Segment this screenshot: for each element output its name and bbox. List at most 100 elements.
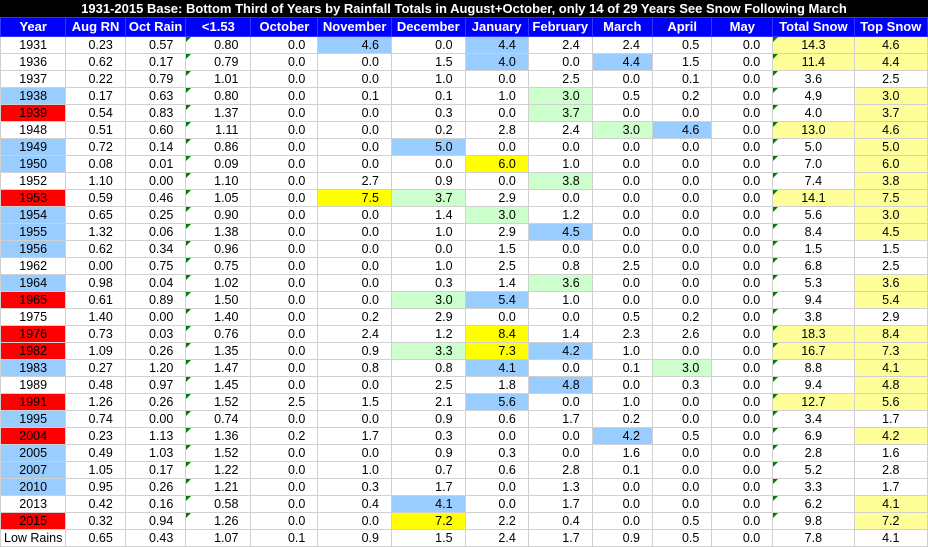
data-cell[interactable]: 0.62 <box>65 240 126 258</box>
data-cell[interactable]: 2.6 <box>651 325 713 343</box>
data-cell[interactable]: 3.4 <box>772 410 855 428</box>
data-cell[interactable]: 1.0 <box>390 257 466 275</box>
data-cell[interactable]: 1.10 <box>185 172 252 190</box>
data-cell[interactable]: 1.26 <box>65 393 126 411</box>
year-cell[interactable]: 1962 <box>0 257 67 275</box>
data-cell[interactable]: 0.16 <box>124 495 187 513</box>
data-cell[interactable]: 4.6 <box>317 36 392 54</box>
data-cell[interactable]: 6.2 <box>772 495 855 513</box>
data-cell[interactable]: 0.0 <box>250 325 319 343</box>
data-cell[interactable]: 1.7 <box>853 478 928 496</box>
data-cell[interactable]: 0.5 <box>651 512 713 530</box>
data-cell[interactable]: 0.9 <box>317 342 392 360</box>
data-cell[interactable]: 0.0 <box>250 359 319 377</box>
column-header[interactable]: October <box>250 17 319 37</box>
data-cell[interactable]: 0.0 <box>711 138 774 156</box>
data-cell[interactable]: 0.98 <box>65 274 126 292</box>
data-cell[interactable]: 4.1 <box>853 359 928 377</box>
data-cell[interactable]: 0.17 <box>124 461 187 479</box>
year-cell[interactable]: 1975 <box>0 308 67 326</box>
data-cell[interactable]: 0.1 <box>317 87 392 105</box>
data-cell[interactable]: 0.86 <box>185 138 252 156</box>
data-cell[interactable]: 0.0 <box>591 291 653 309</box>
data-cell[interactable]: 0.83 <box>124 104 187 122</box>
data-cell[interactable]: 2.4 <box>591 36 653 54</box>
data-cell[interactable]: 0.3 <box>651 376 713 394</box>
data-cell[interactable]: 7.4 <box>772 172 855 190</box>
data-cell[interactable]: 0.6 <box>464 410 529 428</box>
data-cell[interactable]: 3.0 <box>853 206 928 224</box>
data-cell[interactable]: 0.74 <box>65 410 126 428</box>
data-cell[interactable]: 0.0 <box>250 87 319 105</box>
data-cell[interactable]: 0.9 <box>390 410 466 428</box>
data-cell[interactable]: 0.74 <box>185 410 252 428</box>
data-cell[interactable]: 0.79 <box>124 70 187 88</box>
data-cell[interactable]: 1.4 <box>390 206 466 224</box>
data-cell[interactable]: 0.09 <box>185 155 252 173</box>
year-cell[interactable]: 1938 <box>0 87 67 105</box>
data-cell[interactable]: 13.0 <box>772 121 855 139</box>
data-cell[interactable]: 0.0 <box>464 495 529 513</box>
data-cell[interactable]: 0.0 <box>711 223 774 241</box>
data-cell[interactable]: 4.1 <box>390 495 466 513</box>
data-cell[interactable]: 1.0 <box>317 461 392 479</box>
data-cell[interactable]: 0.8 <box>317 359 392 377</box>
data-cell[interactable]: 2.8 <box>464 121 529 139</box>
data-cell[interactable]: 7.3 <box>853 342 928 360</box>
data-cell[interactable]: 4.2 <box>527 342 593 360</box>
year-cell[interactable]: 1989 <box>0 376 67 394</box>
data-cell[interactable]: 0.04 <box>124 274 187 292</box>
data-cell[interactable]: 0.54 <box>65 104 126 122</box>
data-cell[interactable]: 0.0 <box>711 87 774 105</box>
data-cell[interactable]: 0.63 <box>124 87 187 105</box>
data-cell[interactable]: 2.4 <box>527 121 593 139</box>
data-cell[interactable]: 1.2 <box>390 325 466 343</box>
year-cell[interactable]: 2005 <box>0 444 67 462</box>
data-cell[interactable]: 2.4 <box>527 36 593 54</box>
data-cell[interactable]: 0.57 <box>124 36 187 54</box>
data-cell[interactable]: 4.8 <box>527 376 593 394</box>
data-cell[interactable]: 1.11 <box>185 121 252 139</box>
data-cell[interactable]: 0.0 <box>527 427 593 445</box>
data-cell[interactable]: 0.90 <box>185 206 252 224</box>
data-cell[interactable]: 0.3 <box>390 427 466 445</box>
data-cell[interactable]: 3.0 <box>464 206 529 224</box>
data-cell[interactable]: 0.0 <box>651 444 713 462</box>
data-cell[interactable]: 0.0 <box>250 376 319 394</box>
data-cell[interactable]: 0.2 <box>591 410 653 428</box>
data-cell[interactable]: 0.0 <box>711 206 774 224</box>
data-cell[interactable]: 0.0 <box>651 257 713 275</box>
data-cell[interactable]: 0.0 <box>527 308 593 326</box>
data-cell[interactable]: 1.35 <box>185 342 252 360</box>
data-cell[interactable]: 1.5 <box>853 240 928 258</box>
data-cell[interactable]: 2.5 <box>591 257 653 275</box>
data-cell[interactable]: 1.0 <box>591 393 653 411</box>
data-cell[interactable]: 0.0 <box>317 257 392 275</box>
year-cell[interactable]: 1936 <box>0 53 67 71</box>
data-cell[interactable]: 0.0 <box>651 155 713 173</box>
data-cell[interactable]: 0.0 <box>591 274 653 292</box>
data-cell[interactable]: 0.0 <box>317 104 392 122</box>
data-cell[interactable]: 1.5 <box>317 393 392 411</box>
data-cell[interactable]: 1.5 <box>651 53 713 71</box>
data-cell[interactable]: 5.2 <box>772 461 855 479</box>
data-cell[interactable]: 0.0 <box>250 478 319 496</box>
data-cell[interactable]: 0.0 <box>250 495 319 513</box>
data-cell[interactable]: 0.75 <box>124 257 187 275</box>
data-cell[interactable]: 0.0 <box>711 342 774 360</box>
year-cell[interactable]: 1950 <box>0 155 67 173</box>
year-cell[interactable]: 1949 <box>0 138 67 156</box>
data-cell[interactable]: 3.7 <box>390 189 466 207</box>
summary-cell[interactable]: 0.1 <box>250 529 319 547</box>
data-cell[interactable]: 2.7 <box>317 172 392 190</box>
data-cell[interactable]: 0.95 <box>65 478 126 496</box>
data-cell[interactable]: 2.2 <box>464 512 529 530</box>
data-cell[interactable]: 0.32 <box>65 512 126 530</box>
data-cell[interactable]: 1.05 <box>65 461 126 479</box>
data-cell[interactable]: 0.5 <box>651 427 713 445</box>
data-cell[interactable]: 1.36 <box>185 427 252 445</box>
data-cell[interactable]: 1.45 <box>185 376 252 394</box>
data-cell[interactable]: 0.73 <box>65 325 126 343</box>
data-cell[interactable]: 0.9 <box>390 172 466 190</box>
data-cell[interactable]: 0.25 <box>124 206 187 224</box>
